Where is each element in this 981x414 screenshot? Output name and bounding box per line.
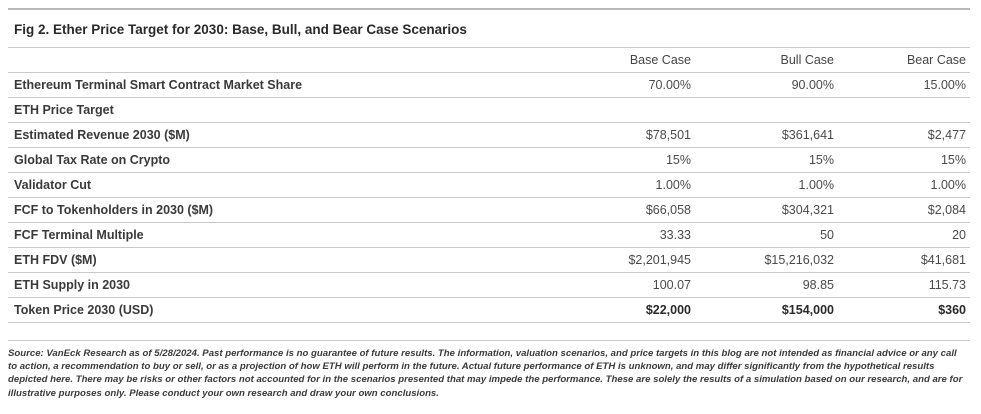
bull-case-value: $304,321 — [695, 197, 838, 223]
row-label: ETH Price Target — [8, 97, 498, 123]
bear-case-value: $41,681 — [838, 247, 970, 273]
bear-case-value: $2,477 — [838, 122, 970, 148]
row-label: ETH Supply in 2030 — [8, 272, 498, 298]
row-label: Ethereum Terminal Smart Contract Market … — [8, 72, 498, 98]
base-case-value: 100.07 — [498, 272, 695, 298]
figure-container: Fig 2. Ether Price Target for 2030: Base… — [8, 8, 970, 323]
column-header-label — [8, 48, 498, 73]
bear-case-value: 115.73 — [838, 272, 970, 298]
source-note: Source: VanEck Research as of 5/28/2024.… — [8, 348, 963, 399]
row-label: FCF Terminal Multiple — [8, 222, 498, 248]
row-label: Validator Cut — [8, 172, 498, 198]
bear-case-value: 20 — [838, 222, 970, 248]
bull-case-value: $361,641 — [695, 122, 838, 148]
base-case-value: 33.33 — [498, 222, 695, 248]
bear-case-value — [838, 97, 970, 123]
base-case-value: 1.00% — [498, 172, 695, 198]
bull-case-value: 15% — [695, 147, 838, 173]
base-case-value: $2,201,945 — [498, 247, 695, 273]
bear-case-value: $360 — [838, 297, 970, 323]
bull-case-value: 1.00% — [695, 172, 838, 198]
bear-case-value: 15.00% — [838, 72, 970, 98]
table-row: FCF to Tokenholders in 2030 ($M) $66,058… — [8, 197, 970, 223]
base-case-value — [498, 97, 695, 123]
row-label: Token Price 2030 (USD) — [8, 297, 498, 323]
base-case-value: $66,058 — [498, 197, 695, 223]
column-header-bull-case: Bull Case — [780, 53, 835, 67]
table-row: Ethereum Terminal Smart Contract Market … — [8, 72, 970, 98]
table-row: Global Tax Rate on Crypto 15% 15% 15% — [8, 147, 970, 173]
bull-case-value: 50 — [695, 222, 838, 248]
bear-case-value: $2,084 — [838, 197, 970, 223]
bull-case-value: $15,216,032 — [695, 247, 838, 273]
table-row: Estimated Revenue 2030 ($M) $78,501 $361… — [8, 122, 970, 148]
table-row: ETH Price Target — [8, 97, 970, 123]
table-row: ETH Supply in 2030 100.07 98.85 115.73 — [8, 272, 970, 298]
row-label: FCF to Tokenholders in 2030 ($M) — [8, 197, 498, 223]
bear-case-value: 1.00% — [838, 172, 970, 198]
table-header-row: Base Case Bull Case Bear Case — [8, 48, 970, 73]
bull-case-value: 98.85 — [695, 272, 838, 298]
scenario-table: Base Case Bull Case Bear Case Ethereum T… — [8, 48, 970, 323]
bull-case-value: $154,000 — [695, 297, 838, 323]
base-case-value: 70.00% — [498, 72, 695, 98]
base-case-value: 15% — [498, 147, 695, 173]
title-divider — [8, 47, 970, 48]
bull-case-value — [695, 97, 838, 123]
table-row-total: Token Price 2030 (USD) $22,000 $154,000 … — [8, 297, 970, 323]
base-case-value: $22,000 — [498, 297, 695, 323]
row-label: ETH FDV ($M) — [8, 247, 498, 273]
column-header-bear-case: Bear Case — [906, 53, 966, 67]
base-case-value: $78,501 — [498, 122, 695, 148]
row-label: Global Tax Rate on Crypto — [8, 147, 498, 173]
bull-case-value: 90.00% — [695, 72, 838, 98]
table-row: FCF Terminal Multiple 33.33 50 20 — [8, 222, 970, 248]
row-label: Estimated Revenue 2030 ($M) — [8, 122, 498, 148]
source-divider — [8, 340, 970, 341]
top-divider — [8, 8, 970, 10]
table-row: Validator Cut 1.00% 1.00% 1.00% — [8, 172, 970, 198]
table-row: ETH FDV ($M) $2,201,945 $15,216,032 $41,… — [8, 247, 970, 273]
bear-case-value: 15% — [838, 147, 970, 173]
figure-title: Fig 2. Ether Price Target for 2030: Base… — [14, 22, 467, 37]
column-header-base-case: Base Case — [629, 53, 691, 67]
